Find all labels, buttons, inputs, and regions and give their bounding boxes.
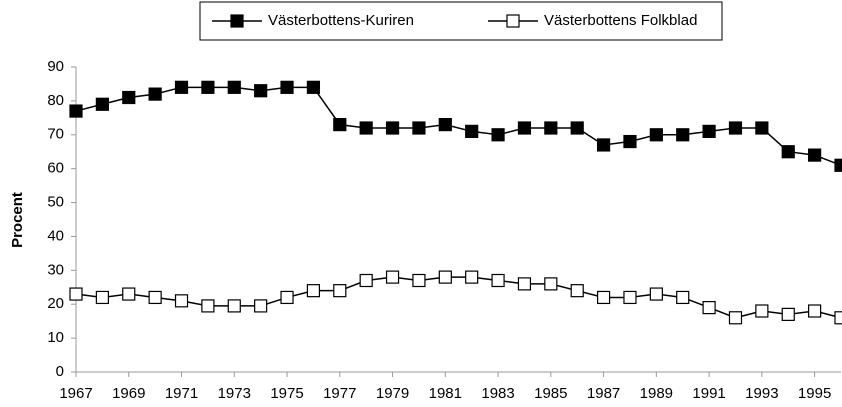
marker [201,299,215,313]
marker [359,273,373,288]
marker [280,290,294,305]
y-tick-label: 90 [47,58,64,75]
y-tick-label: 10 [47,329,64,346]
marker [69,104,83,118]
x-tick-label: 1989 [640,385,673,402]
marker [465,270,479,284]
marker [544,121,558,135]
marker [623,290,637,305]
x-tick-label: 1991 [692,385,725,402]
marker [544,277,558,291]
x-tick-label: 1975 [270,385,303,402]
marker [702,124,716,138]
marker [148,87,162,101]
legend-label: Västerbottens Folkblad [544,12,697,29]
marker [333,284,347,298]
marker [306,80,321,94]
marker [227,80,241,94]
legend-box [199,1,723,41]
x-tick-label: 1993 [745,385,778,402]
marker [359,121,373,135]
marker [781,307,795,321]
marker [570,121,584,135]
marker [254,299,268,313]
x-tick-label: 1977 [323,385,356,402]
y-tick-label: 70 [47,126,64,143]
marker [438,118,452,132]
marker [808,148,822,162]
marker [465,124,479,138]
marker [570,284,584,298]
marker [834,311,842,325]
marker [491,128,505,142]
y-tick-label: 40 [47,227,64,244]
x-tick-label: 1973 [218,385,251,402]
marker [385,121,400,135]
marker [306,284,321,298]
marker [148,290,162,305]
marker [596,290,611,305]
marker [122,90,136,105]
marker [491,273,505,288]
marker [676,128,690,142]
y-tick-label: 30 [47,261,64,278]
y-tick-label: 80 [47,92,64,109]
marker [333,118,347,132]
marker [834,158,842,172]
marker [412,121,426,135]
marker [781,145,795,159]
marker [517,121,532,135]
marker [649,128,663,142]
y-axis-label: Procent [9,192,26,248]
marker [412,273,426,288]
marker [649,287,663,301]
marker [174,294,189,308]
marker [95,97,109,111]
y-tick-label: 60 [47,160,64,177]
marker [755,304,769,318]
marker [728,121,743,135]
y-tick-label: 0 [56,363,64,380]
marker [438,270,452,284]
marker [201,80,215,94]
x-tick-label: 1983 [481,385,514,402]
marker [755,121,769,135]
x-tick-label: 1971 [165,385,198,402]
marker [69,287,83,301]
series-line [75,86,842,166]
x-tick-label: 1967 [59,385,92,402]
marker [385,270,400,284]
marker [174,80,189,94]
x-tick-label: 1981 [429,385,462,402]
marker [517,277,532,291]
x-tick-label: 1969 [112,385,145,402]
marker [596,138,611,152]
y-tick-label: 20 [47,295,64,312]
marker [676,290,690,305]
x-tick-label: 1979 [376,385,409,402]
marker [702,301,716,315]
marker [280,80,294,94]
marker [254,84,268,98]
legend-label: Västerbottens-Kuriren [268,12,414,29]
x-tick-label: 1987 [587,385,620,402]
marker [95,290,109,305]
series-line [75,276,842,319]
x-tick-label: 1985 [534,385,567,402]
marker [227,299,241,313]
marker [728,311,743,325]
marker [623,134,637,149]
x-tick-label: 1995 [798,385,831,402]
marker [122,287,136,301]
y-tick-label: 50 [47,194,64,211]
marker [808,304,822,318]
legend-marker [230,14,244,28]
legend-marker [506,14,520,28]
